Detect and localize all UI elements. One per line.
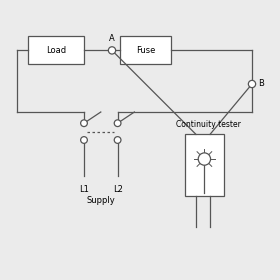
Text: Load: Load xyxy=(46,46,66,55)
Text: Supply: Supply xyxy=(87,196,115,205)
Circle shape xyxy=(81,120,87,127)
Text: L1: L1 xyxy=(79,185,89,194)
Circle shape xyxy=(198,153,211,165)
Bar xyxy=(185,134,224,196)
Text: L2: L2 xyxy=(113,185,123,194)
Text: Continuity tester: Continuity tester xyxy=(176,120,241,129)
Circle shape xyxy=(248,80,256,88)
Text: A: A xyxy=(109,34,115,43)
Circle shape xyxy=(114,120,121,127)
Circle shape xyxy=(114,137,121,143)
Circle shape xyxy=(108,47,116,54)
Bar xyxy=(120,36,171,64)
Circle shape xyxy=(81,137,87,143)
Text: Fuse: Fuse xyxy=(136,46,155,55)
Text: B: B xyxy=(258,80,264,88)
Bar xyxy=(28,36,84,64)
